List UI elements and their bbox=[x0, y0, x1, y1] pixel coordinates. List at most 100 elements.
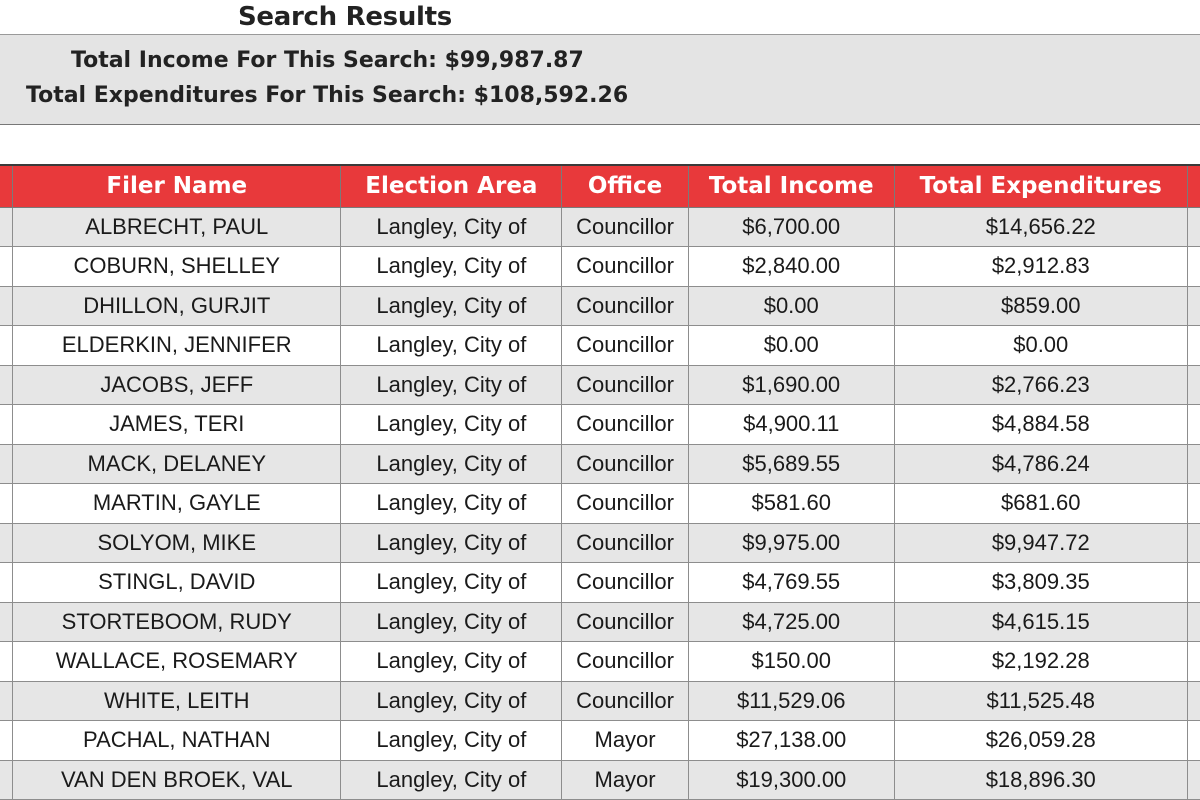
total-income-cell: $2,840.00 bbox=[687, 246, 895, 287]
total-income-cell: $4,725.00 bbox=[687, 601, 895, 642]
election-area-cell: Langley, City of bbox=[340, 720, 563, 761]
row-edge-left bbox=[0, 522, 14, 563]
filer-name-cell[interactable]: JACOBS, JEFF bbox=[12, 364, 342, 405]
table-row: ALBRECHT, PAUL Langley, City of Councillor… bbox=[0, 206, 1200, 247]
filer-name-cell[interactable]: WHITE, LEITH bbox=[12, 680, 342, 721]
filer-name-cell[interactable]: STINGL, DAVID bbox=[12, 562, 342, 603]
total-income-cell: $5,689.55 bbox=[687, 443, 895, 484]
filer-name-cell[interactable]: VAN DEN BROEK, VAL bbox=[12, 759, 342, 800]
header-edge-left bbox=[0, 164, 14, 208]
row-edge-left bbox=[0, 206, 14, 247]
total-expenditures-cell: $4,884.58 bbox=[893, 404, 1188, 445]
table-row: SOLYOM, MIKE Langley, City of Councillor $9… bbox=[0, 522, 1200, 563]
filer-name-cell[interactable]: SOLYOM, MIKE bbox=[12, 522, 342, 563]
election-area-cell: Langley, City of bbox=[340, 285, 563, 326]
total-expenditures-cell: $859.00 bbox=[893, 285, 1188, 326]
total-income-cell: $9,975.00 bbox=[687, 522, 895, 563]
office-cell: Councillor bbox=[561, 601, 689, 642]
table-row: VAN DEN BROEK, VAL Langley, City of Mayor $… bbox=[0, 759, 1200, 800]
election-area-cell: Langley, City of bbox=[340, 404, 563, 445]
election-area-cell: Langley, City of bbox=[340, 483, 563, 524]
table-row: DHILLON, GURJIT Langley, City of Councillo… bbox=[0, 285, 1200, 326]
election-area-cell: Langley, City of bbox=[340, 641, 563, 682]
filer-name-cell[interactable]: COBURN, SHELLEY bbox=[12, 246, 342, 287]
total-expenditures-cell: $2,766.23 bbox=[893, 364, 1188, 405]
total-income-cell: $1,690.00 bbox=[687, 364, 895, 405]
filer-name-cell[interactable]: ALBRECHT, PAUL bbox=[12, 206, 342, 247]
row-edge-left bbox=[0, 601, 14, 642]
election-area-cell: Langley, City of bbox=[340, 364, 563, 405]
election-area-cell: Langley, City of bbox=[340, 246, 563, 287]
row-edge-left bbox=[0, 325, 14, 366]
table-row: WALLACE, ROSEMARY Langley, City of Council… bbox=[0, 641, 1200, 682]
row-edge-left bbox=[0, 562, 14, 603]
total-income-cell: $19,300.00 bbox=[687, 759, 895, 800]
header-total-income[interactable]: Total Income bbox=[687, 164, 895, 208]
filer-name-cell[interactable]: WALLACE, ROSEMARY bbox=[12, 641, 342, 682]
table-row: MACK, DELANEY Langley, City of Councillor $… bbox=[0, 443, 1200, 484]
election-area-cell: Langley, City of bbox=[340, 680, 563, 721]
filer-name-cell[interactable]: MACK, DELANEY bbox=[12, 443, 342, 484]
table-header-row: Filer Name Election Area Office Total In… bbox=[0, 164, 1200, 208]
total-expenditures-cell: $26,059.28 bbox=[893, 720, 1188, 761]
table-row: PACHAL, NATHAN Langley, City of Mayor $27,1… bbox=[0, 720, 1200, 761]
office-cell: Councillor bbox=[561, 285, 689, 326]
office-cell: Councillor bbox=[561, 246, 689, 287]
filer-name-cell[interactable]: STORTEBOOM, RUDY bbox=[12, 601, 342, 642]
header-total-expenditures[interactable]: Total Expenditures bbox=[893, 164, 1188, 208]
total-expenditures-cell: $681.60 bbox=[893, 483, 1188, 524]
total-income-cell: $6,700.00 bbox=[687, 206, 895, 247]
row-edge-left bbox=[0, 759, 14, 800]
results-table: Filer Name Election Area Office Total In… bbox=[0, 164, 1200, 800]
total-expenditures-summary: Total Expenditures For This Search: $108… bbox=[26, 83, 629, 108]
header-election-area[interactable]: Election Area bbox=[340, 164, 563, 208]
page-title: Search Results bbox=[238, 2, 452, 32]
row-edge-right bbox=[1186, 601, 1200, 642]
election-area-cell: Langley, City of bbox=[340, 759, 563, 800]
office-cell: Councillor bbox=[561, 404, 689, 445]
office-cell: Councillor bbox=[561, 641, 689, 682]
total-income-cell: $11,529.06 bbox=[687, 680, 895, 721]
header-filer-name[interactable]: Filer Name bbox=[12, 164, 342, 208]
row-edge-left bbox=[0, 680, 14, 721]
office-cell: Councillor bbox=[561, 206, 689, 247]
results-table-body: ALBRECHT, PAUL Langley, City of Councillor… bbox=[0, 206, 1200, 800]
row-edge-right bbox=[1186, 443, 1200, 484]
total-expenditures-cell: $14,656.22 bbox=[893, 206, 1188, 247]
total-income-summary: Total Income For This Search: $99,987.87 bbox=[71, 48, 584, 73]
results-table-container: Filer Name Election Area Office Total In… bbox=[0, 164, 1200, 800]
table-row: STORTEBOOM, RUDY Langley, City of Councill… bbox=[0, 601, 1200, 642]
row-edge-left bbox=[0, 443, 14, 484]
filer-name-cell[interactable]: ELDERKIN, JENNIFER bbox=[12, 325, 342, 366]
row-edge-right bbox=[1186, 759, 1200, 800]
office-cell: Councillor bbox=[561, 443, 689, 484]
filer-name-cell[interactable]: DHILLON, GURJIT bbox=[12, 285, 342, 326]
filer-name-cell[interactable]: PACHAL, NATHAN bbox=[12, 720, 342, 761]
office-cell: Councillor bbox=[561, 483, 689, 524]
total-income-cell: $4,769.55 bbox=[687, 562, 895, 603]
total-expenditures-cell: $3,809.35 bbox=[893, 562, 1188, 603]
election-area-cell: Langley, City of bbox=[340, 443, 563, 484]
header-office[interactable]: Office bbox=[561, 164, 689, 208]
row-edge-left bbox=[0, 641, 14, 682]
filer-name-cell[interactable]: JAMES, TERI bbox=[12, 404, 342, 445]
total-expenditures-cell: $2,912.83 bbox=[893, 246, 1188, 287]
filer-name-cell[interactable]: MARTIN, GAYLE bbox=[12, 483, 342, 524]
row-edge-right bbox=[1186, 641, 1200, 682]
table-row: WHITE, LEITH Langley, City of Councillor $1… bbox=[0, 680, 1200, 721]
row-edge-right bbox=[1186, 206, 1200, 247]
table-row: COBURN, SHELLEY Langley, City of Councillo… bbox=[0, 246, 1200, 287]
row-edge-right bbox=[1186, 680, 1200, 721]
total-income-cell: $4,900.11 bbox=[687, 404, 895, 445]
table-row: JACOBS, JEFF Langley, City of Councillor $1… bbox=[0, 364, 1200, 405]
total-income-cell: $0.00 bbox=[687, 285, 895, 326]
table-row: MARTIN, GAYLE Langley, City of Councillor $… bbox=[0, 483, 1200, 524]
total-expenditures-cell: $2,192.28 bbox=[893, 641, 1188, 682]
total-income-cell: $0.00 bbox=[687, 325, 895, 366]
total-expenditures-cell: $0.00 bbox=[893, 325, 1188, 366]
row-edge-left bbox=[0, 483, 14, 524]
row-edge-right bbox=[1186, 364, 1200, 405]
row-edge-right bbox=[1186, 483, 1200, 524]
row-edge-left bbox=[0, 285, 14, 326]
total-expenditures-cell: $4,615.15 bbox=[893, 601, 1188, 642]
